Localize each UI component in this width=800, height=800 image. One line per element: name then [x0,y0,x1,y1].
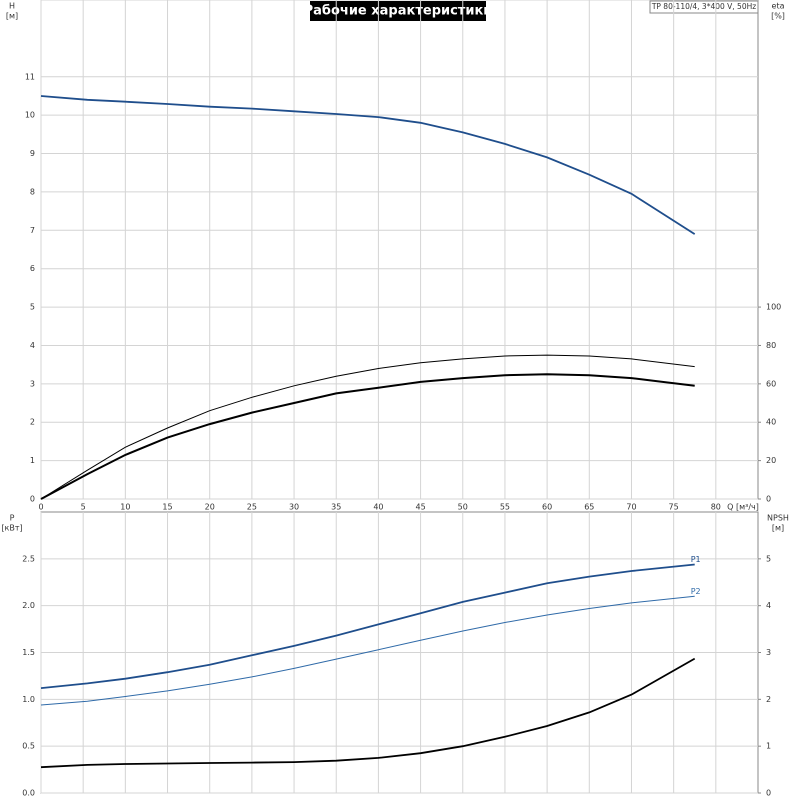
x-tick-label: 45 [415,503,425,512]
x-tick-label: 55 [500,503,510,512]
y2-axis-unit: [%] [771,12,785,21]
y2-tick-label: 5 [766,554,771,563]
y-axis-unit: [кВт] [1,524,22,533]
y2-tick-label: 4 [766,601,771,610]
y-tick-label: 0.5 [22,742,35,751]
y-tick-label: 0.0 [22,789,35,798]
y2-axis-label: NPSH [767,514,789,523]
series-line [40,373,695,500]
x-tick-label: 35 [331,503,341,512]
x-tick-label: 80 [711,503,721,512]
series-label: P1 [691,555,701,564]
title-box [310,1,486,21]
x-tick-label: 30 [289,503,299,512]
series-label: P2 [691,587,701,596]
x-tick-label: 40 [373,503,383,512]
y2-axis-unit: [м] [772,524,784,533]
x-tick-label: 25 [247,503,257,512]
x-tick-label: 10 [120,503,130,512]
x-tick-label: 60 [542,503,552,512]
y2-axis-label: eta [772,2,785,11]
x-tick-label: 75 [669,503,679,512]
y-tick-label: 1.0 [22,695,35,704]
y2-tick-label: 40 [766,418,776,427]
y2-tick-label: 100 [766,303,781,312]
y2-tick-label: 20 [766,456,776,465]
y2-tick-label: 1 [766,742,771,751]
y-tick-label: 1 [30,456,35,465]
model-label: TP 80-110/4, 3*400 V, 50Hz [651,2,756,11]
y-tick-label: 5 [30,303,35,312]
y-tick-label: 0 [30,495,35,504]
y-tick-label: 2.0 [22,601,35,610]
y-tick-label: 3 [30,379,35,388]
y-tick-label: 6 [30,264,35,273]
y-axis-label: H [9,2,15,11]
y2-tick-label: 2 [766,695,771,704]
x-tick-label: 15 [162,503,172,512]
y2-tick-label: 80 [766,341,776,350]
y-tick-label: 1.5 [22,648,35,657]
series-line [40,354,695,500]
series-line [40,95,696,235]
x-tick-label: 0 [38,503,43,512]
x-axis-label: Q [м³/ч] [727,503,759,512]
y-axis-label: P [10,514,15,523]
y-tick-label: 2 [30,418,35,427]
x-tick-label: 70 [626,503,636,512]
y2-tick-label: 3 [766,648,771,657]
series-line [40,595,695,706]
y-tick-label: 8 [30,187,35,196]
x-tick-label: 5 [81,503,86,512]
x-tick-label: 65 [584,503,594,512]
y-tick-label: 11 [25,72,35,81]
y-tick-label: 2.5 [22,554,35,563]
y-tick-label: 10 [25,111,35,120]
y2-tick-label: 0 [766,495,771,504]
y2-tick-label: 60 [766,379,776,388]
y-tick-label: 4 [30,341,35,350]
x-tick-label: 20 [205,503,215,512]
y-tick-label: 7 [30,226,35,235]
y-axis-unit: [м] [6,12,18,21]
x-tick-label: 50 [458,503,468,512]
y-tick-label: 9 [30,149,35,158]
series-line [40,563,695,689]
series-line [40,657,696,769]
chart-title: Рабочие характеристики [304,4,493,19]
y2-tick-label: 0 [766,789,771,798]
